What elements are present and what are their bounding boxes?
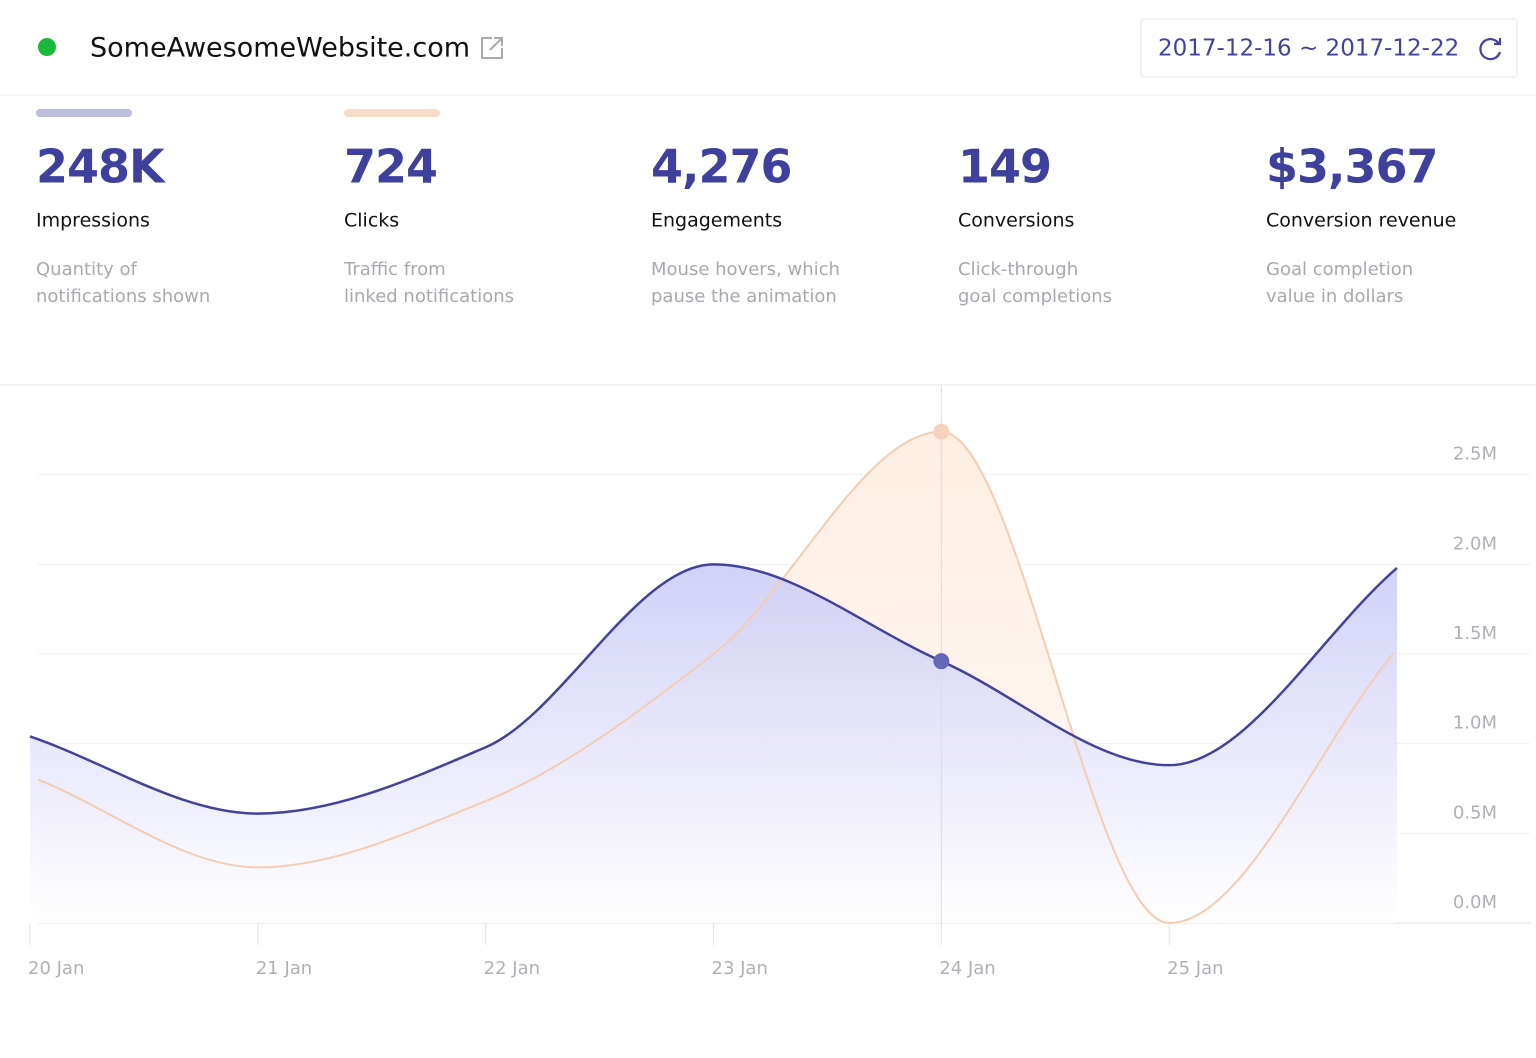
x-tick-label: 25 Jan (1167, 958, 1223, 979)
y-tick-label: 1.0M (1453, 713, 1497, 734)
x-tick-label: 24 Jan (939, 958, 995, 979)
stat-label: Clicks (344, 210, 399, 232)
y-tick-label: 2.5M (1453, 444, 1497, 465)
y-tick-label: 2.0M (1453, 533, 1497, 554)
x-tick-label: 23 Jan (712, 958, 768, 979)
line (29, 563, 1398, 815)
stat-label: Conversions (958, 210, 1074, 232)
stat-description: Goal completion (1266, 259, 1413, 280)
stat-description: Traffic from (343, 259, 446, 280)
stat-description: Mouse hovers, which (651, 259, 840, 280)
stat-label: Engagements (651, 210, 782, 232)
stat-description: Quantity of (36, 259, 138, 280)
date-picker[interactable] (1140, 18, 1518, 78)
y-tick-label: 1.5M (1453, 623, 1497, 644)
legend-swatch (344, 109, 440, 117)
site-name: SomeAwesomeWebsite.com (90, 33, 470, 64)
stat-description: value in dollars (1266, 286, 1403, 307)
stat-description: Click-through (958, 259, 1078, 280)
refresh-icon[interactable] (1479, 38, 1502, 61)
external-link-icon[interactable] (481, 37, 503, 59)
stat-value: 248K (36, 140, 167, 194)
stat-description: linked notifications (344, 286, 514, 307)
stat-value: 724 (344, 140, 437, 194)
y-tick-label: 0.0M (1453, 892, 1497, 913)
area (30, 564, 1397, 923)
stat-description: pause the animation (651, 286, 837, 307)
x-tick-label: 22 Jan (484, 958, 540, 979)
x-tick-label: 20 Jan (28, 958, 84, 979)
stat-value: $3,367 (1266, 140, 1438, 194)
stat-value: 149 (958, 140, 1051, 194)
status-dot (38, 38, 56, 56)
date-range: 2017-12-16 ~ 2017-12-22 (1158, 36, 1459, 62)
line (37, 430, 1394, 925)
legend-swatch (36, 109, 132, 117)
stat-label: Conversion revenue (1266, 210, 1456, 232)
stat-value: 4,276 (651, 140, 792, 194)
highlight-point (933, 423, 950, 440)
stat-description: notifications shown (36, 286, 210, 307)
stat-label: Impressions (36, 210, 150, 232)
stat-description: goal completions (958, 286, 1112, 307)
x-tick-label: 21 Jan (256, 958, 312, 979)
highlight-point (933, 653, 950, 670)
y-tick-label: 0.5M (1453, 802, 1497, 823)
